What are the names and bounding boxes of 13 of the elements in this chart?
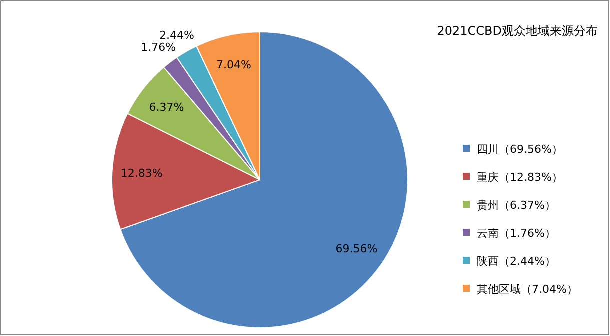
chart-title: 2021CCBD观众地域来源分布 [437, 24, 598, 38]
legend-label: 云南（1.76%） [477, 227, 556, 240]
legend-label: 其他区域（7.04%） [477, 283, 578, 296]
data-label: 69.56% [336, 242, 378, 256]
legend-label: 四川（69.56%） [477, 143, 563, 156]
legend-label: 陕西（2.44%） [477, 255, 556, 268]
legend-label: 重庆（12.83%） [477, 171, 563, 184]
data-label: 2.44% [160, 28, 195, 42]
data-label: 7.04% [216, 58, 252, 72]
data-label: 6.37% [149, 100, 184, 114]
data-label: 1.76% [141, 40, 176, 54]
legend-label: 贵州（6.37%） [477, 199, 556, 212]
data-label: 12.83% [120, 166, 163, 180]
